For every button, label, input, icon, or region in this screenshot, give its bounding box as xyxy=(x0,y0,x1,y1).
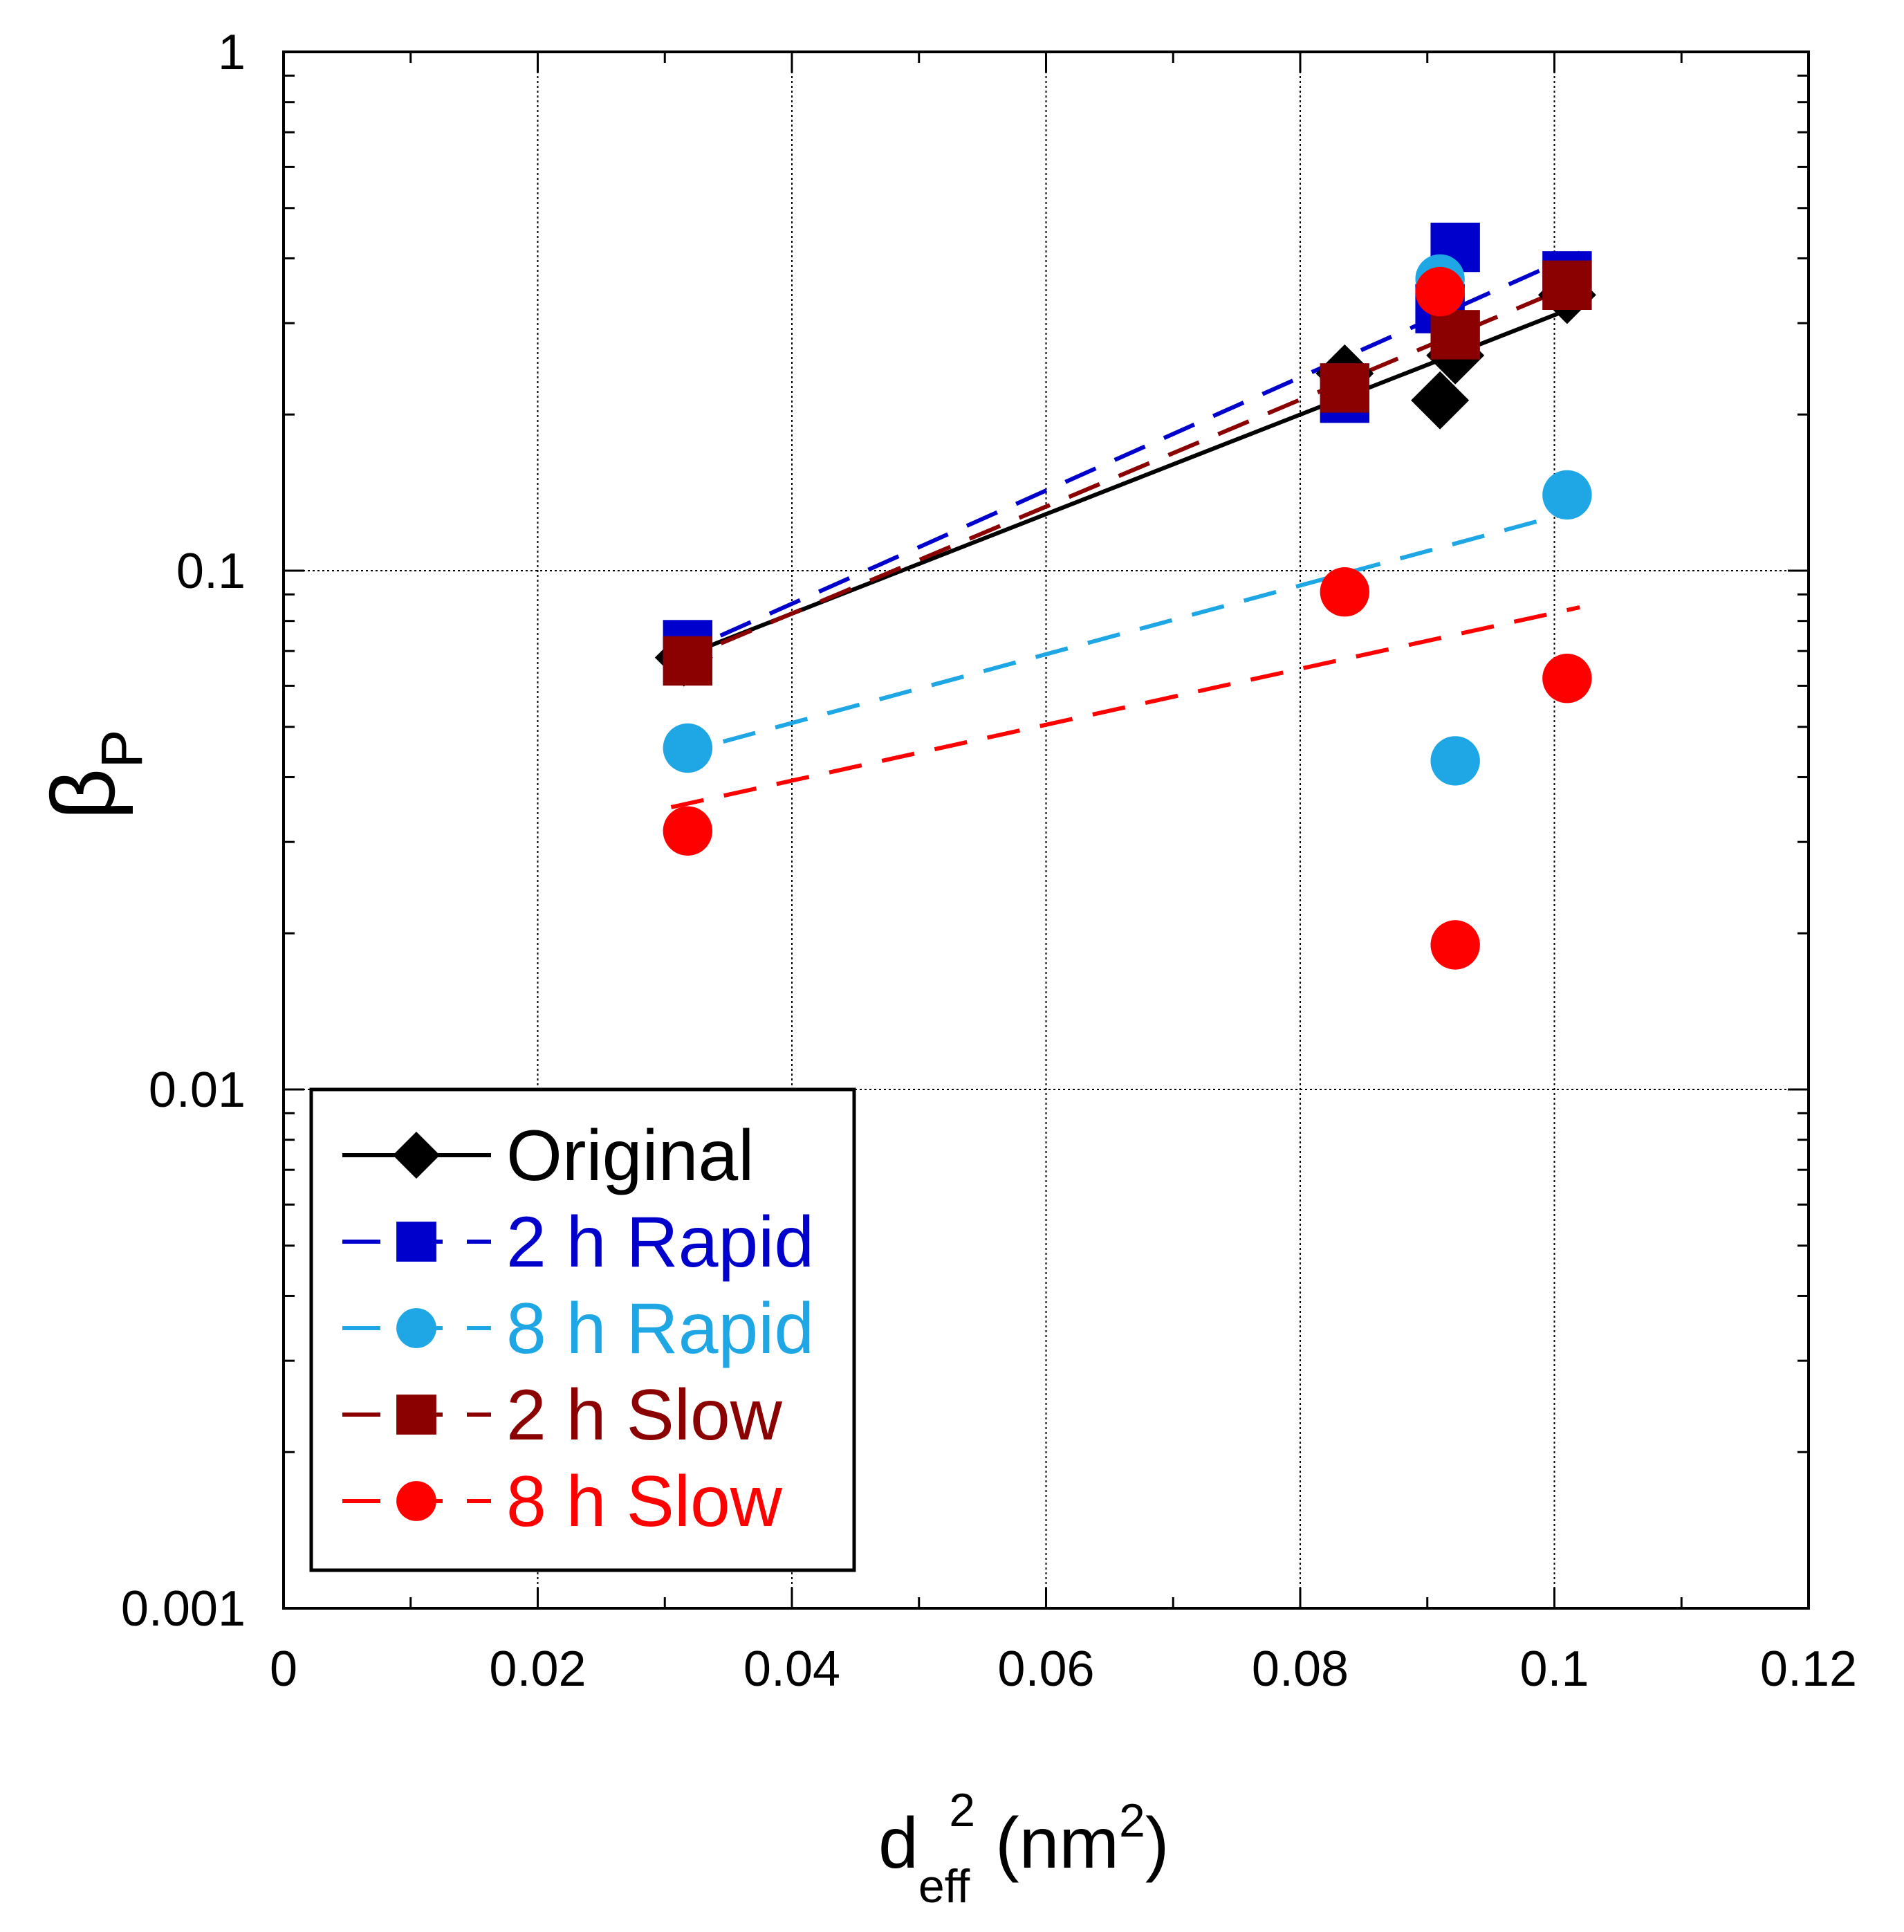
point-2-h-slow xyxy=(1430,310,1480,360)
point-8-h-rapid xyxy=(1430,736,1480,786)
x-axis-title-sup: 2 xyxy=(949,1784,975,1837)
y-axis-title-group: βP xyxy=(33,730,154,820)
x-tick-label: 0.02 xyxy=(489,1641,586,1697)
x-axis-title: deff 2 (nm2) xyxy=(878,1784,1170,1913)
x-axis-title-rest: (nm xyxy=(975,1803,1119,1884)
legend-label-2-h-slow: 2 h Slow xyxy=(506,1375,783,1455)
x-tick-labels: 0 0.02 0.04 0.06 0.08 0.1 0.12 xyxy=(270,1641,1857,1697)
x-axis-title-close: ) xyxy=(1145,1803,1170,1884)
axis-ticks xyxy=(282,50,1810,1610)
x-tick-label: 0.12 xyxy=(1760,1641,1857,1697)
y-axis-title: βP xyxy=(33,730,154,820)
x-tick-label: 0.1 xyxy=(1519,1641,1589,1697)
point-original xyxy=(1411,371,1470,430)
legend-label-8-h-rapid: 8 h Rapid xyxy=(506,1289,814,1369)
y-axis-title-base: β xyxy=(33,769,133,820)
fit-line-8-h-slow xyxy=(670,605,1580,809)
point-8-h-slow xyxy=(1415,266,1465,317)
x-axis-title-base: d xyxy=(878,1803,918,1884)
point-2-h-slow xyxy=(1542,260,1592,311)
x-axis-title-sub: eff xyxy=(918,1860,970,1913)
fit-line-8-h-rapid xyxy=(670,508,1581,758)
y-tick-label: 0.001 xyxy=(121,1581,246,1637)
y-tick-label: 0.01 xyxy=(149,1062,246,1118)
legend-marker-2-h-rapid xyxy=(396,1222,436,1262)
x-tick-label: 0 xyxy=(270,1641,297,1697)
legend-marker-original xyxy=(393,1132,440,1179)
legend-label-8-h-slow: 8 h Slow xyxy=(506,1462,783,1542)
point-8-h-slow xyxy=(1430,920,1480,970)
point-2-h-slow xyxy=(663,636,713,686)
legend-marker-2-h-slow xyxy=(396,1395,436,1435)
plot-frame xyxy=(282,50,1810,1610)
point-8-h-rapid xyxy=(663,723,713,773)
y-tick-labels: 0.001 0.01 0.1 1 xyxy=(121,25,246,1637)
y-tick-label: 0.1 xyxy=(176,544,246,599)
y-tick-label: 1 xyxy=(218,25,246,80)
x-axis-title-rest-sup: 2 xyxy=(1119,1794,1145,1847)
legend-label-2-h-rapid: 2 h Rapid xyxy=(506,1202,814,1282)
point-8-h-slow xyxy=(1320,567,1370,617)
point-8-h-slow xyxy=(1542,654,1592,703)
point-8-h-slow xyxy=(663,806,713,856)
data-markers xyxy=(654,222,1596,970)
point-2-h-slow xyxy=(1320,363,1370,413)
y-axis-title-sub: P xyxy=(89,730,154,769)
x-tick-label: 0.08 xyxy=(1252,1641,1349,1697)
legend-label-original: Original xyxy=(506,1116,754,1196)
legend-marker-8-h-rapid xyxy=(396,1308,436,1348)
x-tick-label: 0.06 xyxy=(997,1641,1094,1697)
fit-line-2-h-slow xyxy=(670,280,1581,667)
point-8-h-rapid xyxy=(1542,470,1592,520)
x-tick-label: 0.04 xyxy=(743,1641,840,1697)
legend-marker-8-h-slow xyxy=(396,1481,436,1521)
